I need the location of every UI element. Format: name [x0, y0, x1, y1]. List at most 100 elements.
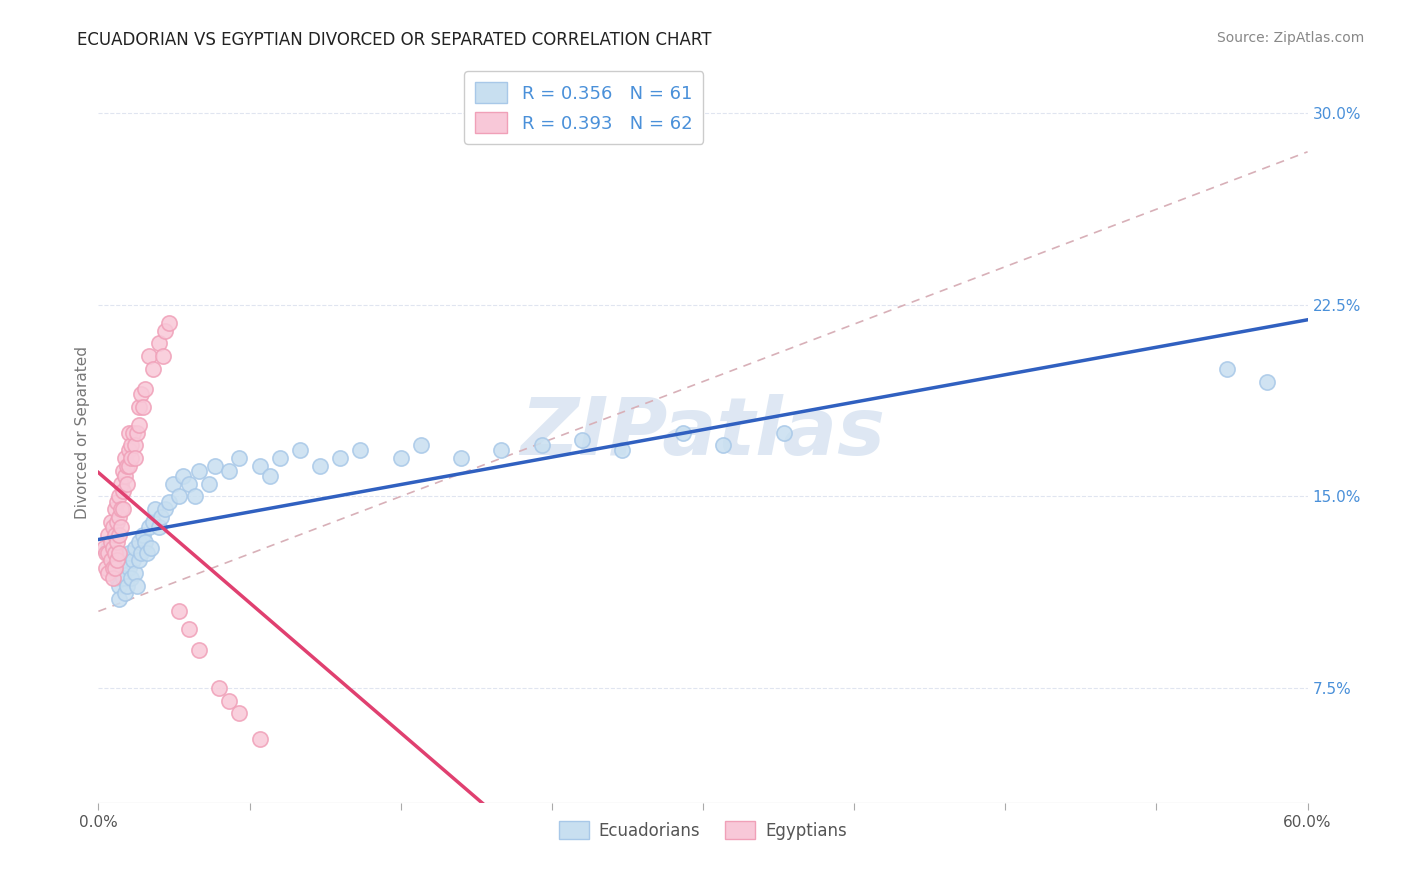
Point	[228, 706, 250, 721]
Text: ZIPatlas: ZIPatlas	[520, 393, 886, 472]
Point	[101, 541, 124, 555]
Point	[249, 458, 271, 473]
Point	[107, 509, 129, 524]
Point	[107, 579, 129, 593]
Point	[111, 571, 134, 585]
Point	[111, 484, 134, 499]
Point	[179, 476, 201, 491]
Point	[148, 336, 170, 351]
Point	[124, 541, 146, 555]
Point	[157, 316, 180, 330]
Point	[128, 553, 150, 567]
Point	[139, 541, 162, 555]
Point	[124, 451, 146, 466]
Point	[105, 515, 128, 529]
Point	[179, 622, 201, 636]
Point	[110, 476, 132, 491]
Point	[309, 458, 332, 473]
Point	[138, 520, 160, 534]
Point	[134, 382, 156, 396]
Point	[103, 546, 125, 560]
Point	[103, 527, 125, 541]
Point	[105, 571, 128, 585]
Point	[142, 515, 165, 529]
Point	[103, 561, 125, 575]
Point	[97, 566, 120, 580]
Point	[188, 464, 211, 478]
Point	[101, 520, 124, 534]
Point	[121, 553, 143, 567]
Text: Source: ZipAtlas.com: Source: ZipAtlas.com	[1216, 31, 1364, 45]
Point	[118, 425, 141, 440]
Point	[288, 443, 311, 458]
Point	[128, 535, 150, 549]
Point	[188, 642, 211, 657]
Point	[138, 349, 160, 363]
Point	[134, 535, 156, 549]
Point	[135, 546, 157, 560]
Point	[96, 561, 118, 575]
Point	[103, 566, 125, 580]
Point	[153, 324, 176, 338]
Point	[110, 566, 132, 580]
Point	[167, 490, 190, 504]
Text: ECUADORIAN VS EGYPTIAN DIVORCED OR SEPARATED CORRELATION CHART: ECUADORIAN VS EGYPTIAN DIVORCED OR SEPAR…	[77, 31, 711, 49]
Point	[204, 458, 226, 473]
Point	[571, 434, 593, 448]
Point	[269, 451, 291, 466]
Point	[208, 681, 231, 695]
Point	[129, 546, 152, 560]
Point	[259, 469, 281, 483]
Point	[389, 451, 412, 466]
Point	[110, 520, 132, 534]
Point	[148, 520, 170, 534]
Point	[97, 546, 120, 560]
Point	[118, 443, 141, 458]
Point	[491, 443, 513, 458]
Point	[115, 476, 138, 491]
Point	[157, 494, 180, 508]
Point	[100, 553, 122, 567]
Point	[101, 561, 124, 575]
Point	[121, 425, 143, 440]
Point	[96, 546, 118, 560]
Point	[93, 541, 115, 555]
Point	[711, 438, 734, 452]
Point	[115, 458, 138, 473]
Point	[128, 417, 150, 432]
Point	[128, 400, 150, 414]
Point	[612, 443, 634, 458]
Point	[132, 400, 155, 414]
Point	[153, 502, 176, 516]
Point	[132, 527, 155, 541]
Point	[772, 425, 794, 440]
Point	[101, 553, 124, 567]
Point	[111, 553, 134, 567]
Point	[120, 571, 142, 585]
Point	[101, 571, 124, 585]
Point	[110, 502, 132, 516]
Point	[97, 541, 120, 555]
Point	[124, 438, 146, 452]
Point	[114, 469, 136, 483]
Point	[118, 561, 141, 575]
Point	[143, 502, 166, 516]
Point	[672, 425, 695, 440]
Point	[152, 349, 174, 363]
Point	[228, 451, 250, 466]
Point	[249, 731, 271, 746]
Point	[120, 451, 142, 466]
Point	[105, 535, 128, 549]
Point	[105, 494, 128, 508]
Point	[114, 451, 136, 466]
Point	[167, 604, 190, 618]
Point	[107, 546, 129, 560]
Point	[124, 566, 146, 580]
Point	[198, 476, 221, 491]
Point	[162, 476, 184, 491]
Point	[111, 464, 134, 478]
Point	[142, 361, 165, 376]
Point	[100, 515, 122, 529]
Point	[120, 438, 142, 452]
Legend: Ecuadorians, Egyptians: Ecuadorians, Egyptians	[553, 814, 853, 847]
